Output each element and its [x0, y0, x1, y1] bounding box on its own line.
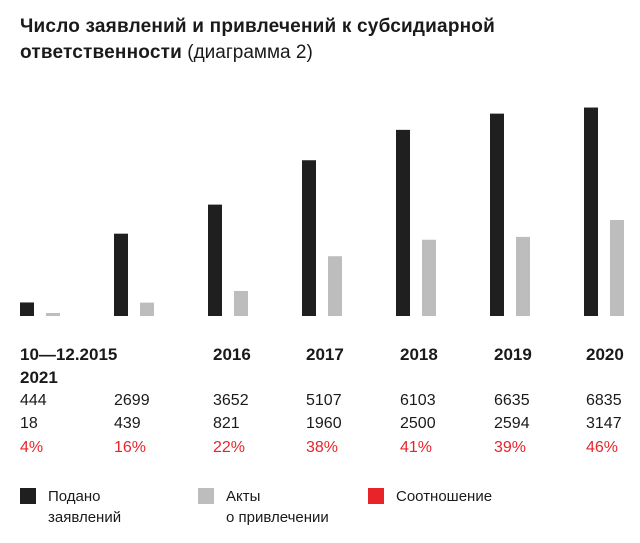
legend-swatch-acts: [198, 488, 214, 504]
bar-acts-1: [140, 302, 154, 316]
value-ratio-1: 16%: [114, 439, 147, 456]
category-label-5: 2019: [494, 345, 532, 364]
value-filed-5: 6635: [494, 392, 530, 409]
value-acts-0: 18: [20, 415, 38, 432]
value-ratio-2: 22%: [213, 439, 246, 456]
category-label-6b: 2021: [20, 368, 58, 387]
value-acts-1: 439: [114, 415, 141, 432]
value-filed-1: 2699: [114, 392, 150, 409]
value-filed-2: 3652: [213, 392, 249, 409]
legend-swatch-ratio: [368, 488, 384, 504]
value-filed-6: 6835: [586, 392, 622, 409]
legend-label-filed-1: Подано: [48, 488, 101, 505]
chart-title: Число заявлений и привлечений к субсидиа…: [20, 14, 630, 66]
bar-filed-5: [490, 113, 504, 316]
value-filed-0: 444: [20, 392, 47, 409]
value-ratio-4: 41%: [400, 439, 433, 456]
legend-item-filed: Подано заявлений: [20, 486, 121, 528]
legend-item-acts: Акты о привлечении: [198, 486, 329, 528]
value-ratio-3: 38%: [306, 439, 339, 456]
title-line2: ответственности: [20, 42, 182, 63]
legend-item-ratio: Соотношение: [368, 486, 492, 507]
bar-filed-4: [396, 129, 410, 316]
value-acts-6: 3147: [586, 415, 622, 432]
category-label-3: 2017: [306, 345, 344, 364]
legend-label-filed-2: заявлений: [48, 509, 122, 526]
value-acts-3: 1960: [306, 415, 342, 432]
value-acts-5: 2594: [494, 415, 530, 432]
bar-acts-5: [516, 236, 530, 316]
legend-label-ratio: Соотношение: [396, 488, 493, 505]
bar-acts-2: [234, 290, 248, 316]
title-line1: Число заявлений и привлечений к субсидиа…: [20, 16, 495, 37]
bar-acts-0: [46, 313, 60, 316]
value-filed-3: 5107: [306, 392, 342, 409]
bar-filed-6: [584, 107, 598, 316]
legend-label-acts-2: о привлечении: [226, 509, 329, 526]
title-suffix: (диаграмма 2): [181, 42, 313, 63]
value-ratio-5: 39%: [494, 439, 527, 456]
category-label-4: 2018: [400, 345, 438, 364]
bar-filed-2: [208, 204, 222, 316]
legend-label-acts-1: Акты: [226, 488, 261, 505]
category-label-0: 10—12.2015: [20, 345, 118, 364]
bar-chart: [20, 107, 624, 316]
category-label-6: 2020: [586, 345, 624, 364]
value-ratio-6: 46%: [586, 439, 619, 456]
bar-acts-6: [610, 220, 624, 316]
legend-swatch-filed: [20, 488, 36, 504]
value-ratio-0: 4%: [20, 439, 44, 456]
bar-filed-0: [20, 302, 34, 316]
value-acts-4: 2500: [400, 415, 436, 432]
value-acts-2: 821: [213, 415, 240, 432]
bar-acts-3: [328, 256, 342, 316]
value-filed-4: 6103: [400, 392, 436, 409]
bar-filed-3: [302, 160, 316, 316]
category-label-2: 2016: [213, 345, 251, 364]
bar-acts-4: [422, 239, 436, 316]
bar-filed-1: [114, 233, 128, 316]
